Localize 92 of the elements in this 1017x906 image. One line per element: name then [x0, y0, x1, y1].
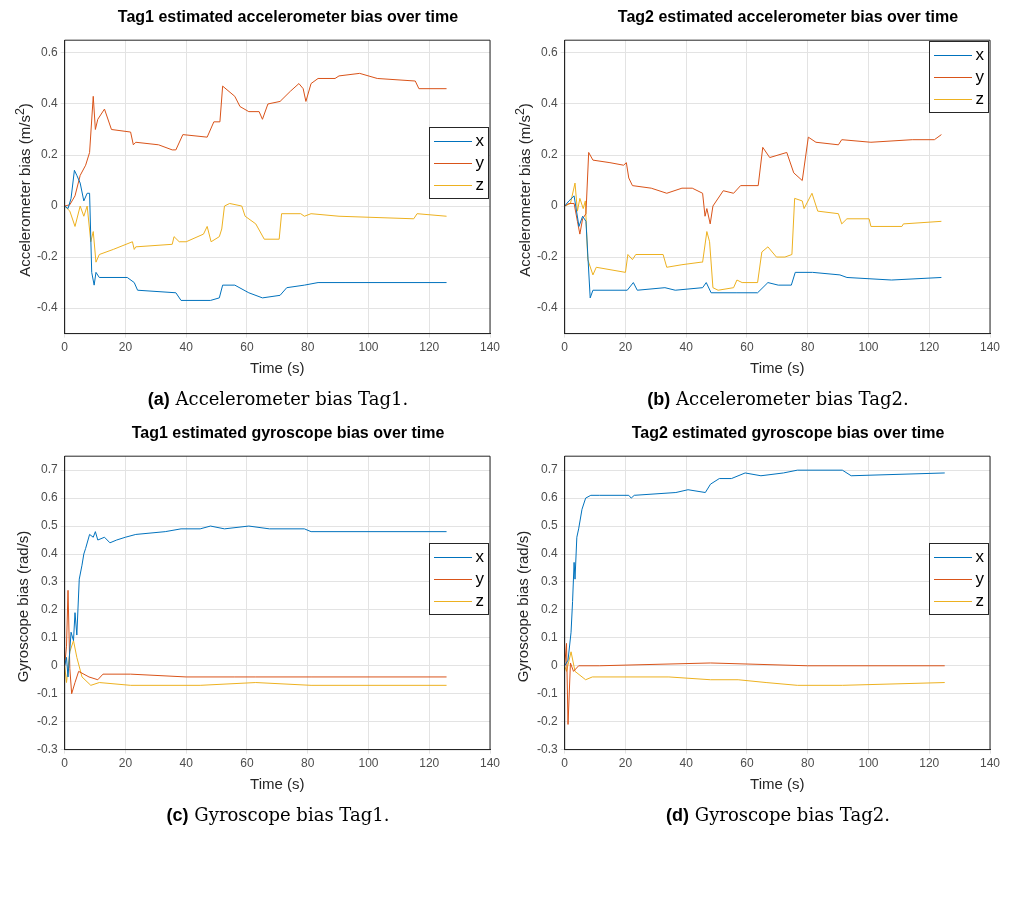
y-tick-label: 0.2: [40, 147, 58, 162]
y-tick-label: 0.2: [540, 602, 558, 617]
x-tick-label: 60: [240, 340, 254, 355]
x-tick-label: 0: [61, 340, 69, 355]
y-tick-label: 0: [550, 198, 558, 213]
x-axis-title: Time (s): [750, 775, 805, 793]
chart-title: Tag2 estimated gyroscope bias over time: [631, 424, 945, 443]
legend-label: z: [975, 88, 984, 111]
y-tick-label: 0: [550, 658, 558, 673]
x-tick-label: 0: [561, 756, 569, 771]
chart-title: Tag2 estimated accelerometer bias over time: [617, 8, 959, 27]
y-tick-label: 0.2: [540, 147, 558, 162]
x-tick-label: 60: [240, 756, 254, 771]
y-axis-title: Gyroscope bias (rad/s): [14, 530, 32, 682]
x-tick-label: 140: [979, 756, 1001, 771]
text: (b) Accelerometer bias Tag2.: [647, 388, 909, 410]
x-tick-label: 80: [801, 340, 815, 355]
x-tick-label: 60: [740, 340, 754, 355]
x-tick-label: 40: [679, 756, 694, 771]
legend-label: z: [975, 590, 984, 613]
x-tick-label: 60: [740, 756, 754, 771]
y-tick-label: 0.3: [40, 574, 58, 589]
legend-label: x: [975, 546, 984, 569]
y-tick-label: 0.4: [540, 96, 558, 111]
x-tick-label: 120: [919, 756, 940, 771]
x-tick-label: 120: [419, 340, 440, 355]
x-tick-label: 100: [858, 340, 879, 355]
x-tick-label: 40: [179, 340, 194, 355]
y-tick-label: -0.1: [536, 686, 558, 701]
y-tick-label: -0.2: [36, 713, 58, 728]
y-tick-label: 0.4: [540, 546, 558, 561]
chart-title: Tag1 estimated gyroscope bias over time: [131, 424, 445, 443]
x-tick-label: 80: [301, 756, 315, 771]
x-tick-label: 140: [479, 340, 501, 355]
x-tick-label: 20: [618, 756, 633, 771]
y-tick-label: -0.2: [536, 249, 558, 264]
legend-label: z: [475, 174, 484, 197]
y-tick-label: -0.3: [36, 741, 58, 756]
y-tick-label: -0.3: [536, 741, 558, 756]
legend-label: x: [475, 546, 484, 569]
legend-label: z: [475, 590, 484, 613]
x-tick-label: 100: [358, 340, 379, 355]
y-tick-label: 0.6: [540, 490, 558, 505]
x-tick-label: 0: [561, 340, 569, 355]
y-tick-label: 0.5: [40, 518, 58, 533]
y-tick-label: 0: [50, 658, 58, 673]
y-tick-label: 0.7: [40, 462, 58, 477]
y-tick-label: 0.7: [540, 462, 558, 477]
legend-label: y: [975, 66, 984, 89]
y-tick-label: 0.5: [540, 518, 558, 533]
y-tick-label: -0.4: [536, 300, 558, 315]
y-tick-label: -0.2: [536, 713, 558, 728]
y-tick-label: 0.6: [40, 490, 58, 505]
x-tick-label: 80: [301, 340, 315, 355]
legend-label: x: [975, 44, 984, 67]
y-tick-label: -0.1: [36, 686, 58, 701]
x-tick-label: 120: [419, 756, 440, 771]
y-tick-label: 0.6: [40, 45, 58, 60]
y-tick-label: 0.1: [40, 630, 58, 645]
legend-label: y: [475, 152, 484, 175]
x-tick-label: 20: [118, 756, 133, 771]
x-tick-label: 80: [801, 756, 815, 771]
y-tick-label: 0.3: [540, 574, 558, 589]
x-axis-title: Time (s): [750, 359, 805, 377]
y-tick-label: 0.4: [40, 96, 58, 111]
x-tick-label: 100: [358, 756, 379, 771]
legend-label: y: [975, 568, 984, 591]
y-axis-title: Gyroscope bias (rad/s): [514, 530, 532, 682]
y-tick-label: -0.2: [36, 249, 58, 264]
legend-label: y: [475, 568, 484, 591]
x-tick-label: 20: [118, 340, 133, 355]
y-tick-label: 0.1: [540, 630, 558, 645]
x-axis-title: Time (s): [250, 359, 305, 377]
x-tick-label: 100: [858, 756, 879, 771]
x-tick-label: 140: [479, 756, 501, 771]
legend-label: x: [475, 130, 484, 153]
x-tick-label: 40: [179, 756, 194, 771]
y-tick-label: 0: [50, 198, 58, 213]
text: (a) Accelerometer bias Tag1.: [147, 388, 409, 410]
x-axis-title: Time (s): [250, 775, 305, 793]
y-tick-label: 0.2: [40, 602, 58, 617]
x-tick-label: 40: [679, 340, 694, 355]
y-tick-label: 0.4: [40, 546, 58, 561]
text: (c) Gyroscope bias Tag1.: [166, 804, 390, 826]
y-tick-label: 0.6: [540, 45, 558, 60]
y-tick-label: -0.4: [36, 300, 58, 315]
x-tick-label: 140: [979, 340, 1001, 355]
text: (d) Gyroscope bias Tag2.: [666, 804, 890, 826]
chart-title: Tag1 estimated accelerometer bias over time: [117, 8, 459, 27]
x-tick-label: 0: [61, 756, 69, 771]
x-tick-label: 120: [919, 340, 940, 355]
x-tick-label: 20: [618, 340, 633, 355]
